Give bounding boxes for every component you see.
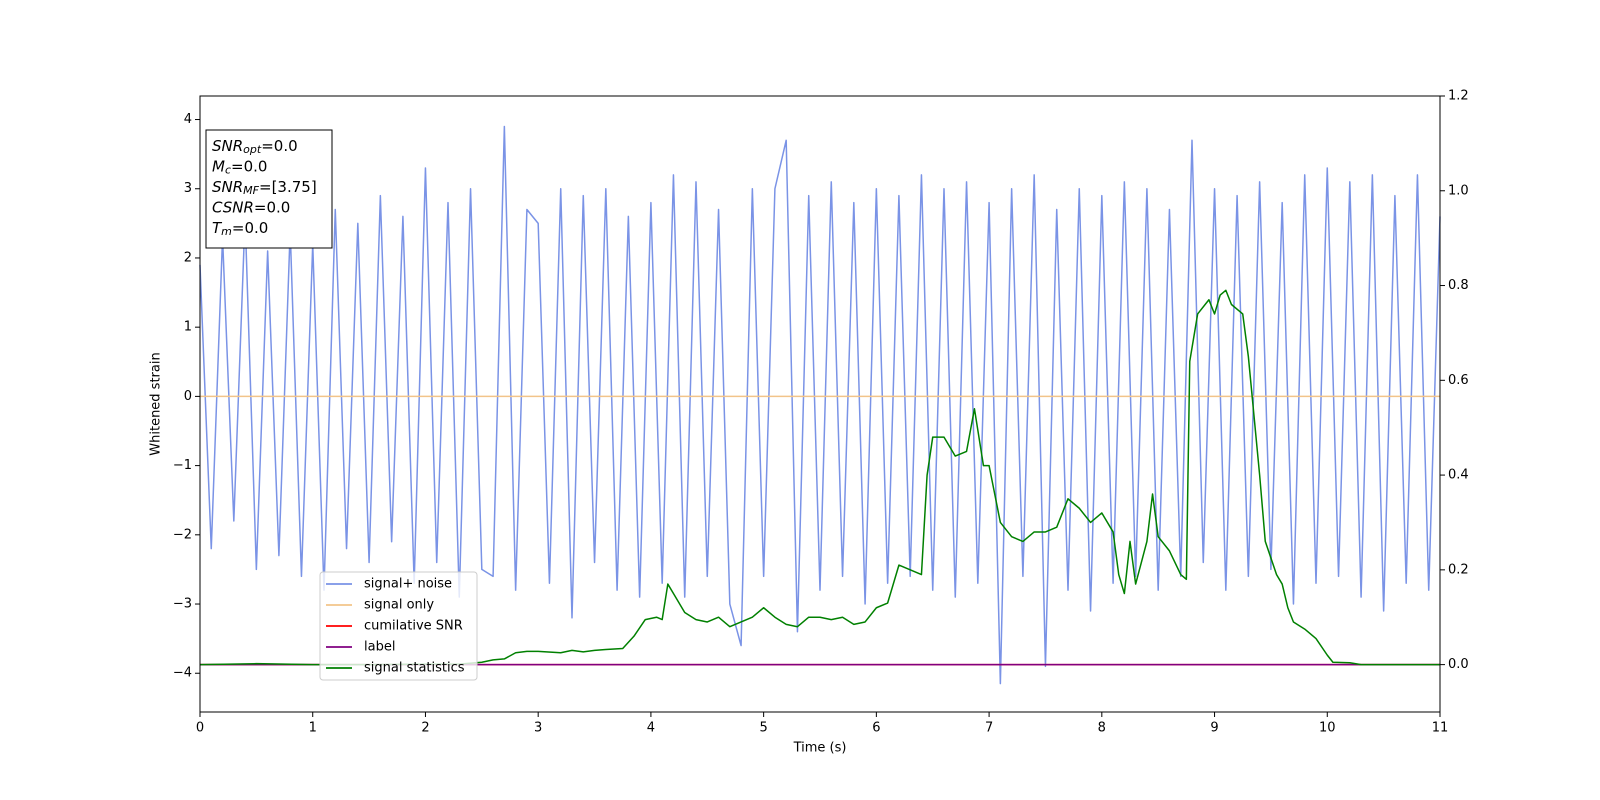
annotation-value: =0.0 [261,137,297,155]
x-tick-label: 4 [647,721,655,736]
annotation-line: CSNR=0.0 [212,198,290,216]
annotation-value: =0.0 [232,219,268,237]
x-tick-label: 7 [985,721,993,736]
annotation-symbol: SNR [212,137,243,155]
annotation-line: Tm=0.0 [212,219,268,239]
annotation-value: =0.0 [231,157,267,175]
annotation-line: Mc=0.0 [212,157,267,177]
annotation-subscript: MF [243,184,259,197]
annotation-subscript: m [221,225,232,238]
annotation-value: =0.0 [254,198,290,216]
series-line [199,289,1440,666]
y-tick-label: 4 [184,112,192,127]
series-line [199,125,1441,685]
x-tick-label: 10 [1319,721,1336,736]
legend-label: label [364,640,395,655]
x-tick-label: 5 [759,721,767,736]
x-tick-label: 8 [1098,721,1106,736]
x-tick-label: 0 [196,721,204,736]
legend-label: signal statistics [364,661,465,676]
y-tick-label: 2 [184,250,192,265]
y2-tick-label: 1.2 [1448,89,1469,104]
x-tick-label: 6 [872,721,880,736]
legend-label: signal+ noise [364,577,452,592]
legend-label: cumilative SNR [364,619,463,634]
y2-tick-label: 0.4 [1448,468,1469,483]
annotation-symbol: CSNR [212,198,254,216]
annotation-box [205,129,333,249]
x-tick-label: 1 [309,721,317,736]
y2-tick-label: 1.0 [1448,183,1469,198]
y-axis-label: Whitened strain [149,352,164,455]
y-tick-label: −4 [173,666,192,681]
x-tick-label: 11 [1432,721,1449,736]
y-tick-label: 3 [184,181,192,196]
legend-box [319,571,478,681]
x-axis-label: Time (s) [793,741,847,756]
annotation-symbol: M [212,157,225,175]
annotation-line: SNRopt=0.0 [212,137,298,157]
y-tick-label: 1 [184,320,192,335]
y2-tick-label: 0.0 [1448,657,1469,672]
annotation-subscript: c [225,164,231,177]
y-tick-label: −2 [173,527,192,542]
y-tick-label: 0 [184,389,192,404]
y-tick-label: −3 [173,597,192,612]
x-tick-label: 9 [1210,721,1218,736]
plot-frame [199,95,1441,713]
annotation-subscript: opt [243,143,262,156]
x-tick-label: 2 [421,721,429,736]
y-tick-label: −1 [173,458,192,473]
y2-tick-label: 0.8 [1448,278,1469,293]
annotation-value: =[3.75] [259,178,317,196]
x-tick-label: 3 [534,721,542,736]
annotation-symbol: SNR [212,178,243,196]
legend-label: signal only [364,598,434,613]
annotation-symbol: T [212,219,223,237]
y2-tick-label: 0.2 [1448,562,1469,577]
annotation-line: SNRMF=[3.75] [212,178,317,198]
y2-tick-label: 0.6 [1448,373,1469,388]
